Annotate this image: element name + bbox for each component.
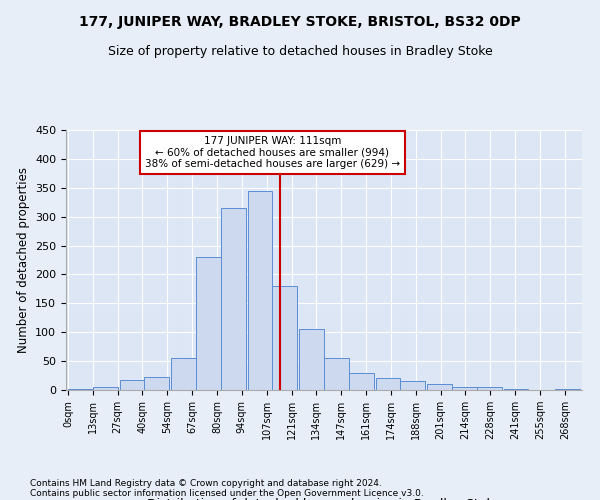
Bar	[427, 384, 452, 390]
Bar	[555, 389, 580, 390]
Bar	[221, 208, 245, 390]
Text: 177 JUNIPER WAY: 111sqm
← 60% of detached houses are smaller (994)
38% of semi-d: 177 JUNIPER WAY: 111sqm ← 60% of detache…	[145, 136, 400, 169]
Text: Size of property relative to detached houses in Bradley Stoke: Size of property relative to detached ho…	[107, 45, 493, 58]
Bar	[324, 358, 349, 390]
Bar	[452, 387, 477, 390]
X-axis label: Distribution of detached houses by size in Bradley Stoke: Distribution of detached houses by size …	[147, 498, 501, 500]
Bar	[349, 372, 374, 390]
Bar	[503, 389, 529, 390]
Bar	[272, 286, 297, 390]
Bar	[68, 389, 93, 390]
Bar	[119, 380, 145, 390]
Bar	[145, 378, 169, 390]
Bar	[196, 257, 221, 390]
Text: Contains HM Land Registry data © Crown copyright and database right 2024.: Contains HM Land Registry data © Crown c…	[30, 478, 382, 488]
Y-axis label: Number of detached properties: Number of detached properties	[17, 167, 29, 353]
Bar	[93, 387, 118, 390]
Bar	[248, 190, 272, 390]
Bar	[400, 382, 425, 390]
Bar	[477, 387, 502, 390]
Bar	[171, 358, 196, 390]
Bar	[376, 378, 400, 390]
Text: 177, JUNIPER WAY, BRADLEY STOKE, BRISTOL, BS32 0DP: 177, JUNIPER WAY, BRADLEY STOKE, BRISTOL…	[79, 15, 521, 29]
Bar	[299, 330, 324, 390]
Text: Contains public sector information licensed under the Open Government Licence v3: Contains public sector information licen…	[30, 488, 424, 498]
